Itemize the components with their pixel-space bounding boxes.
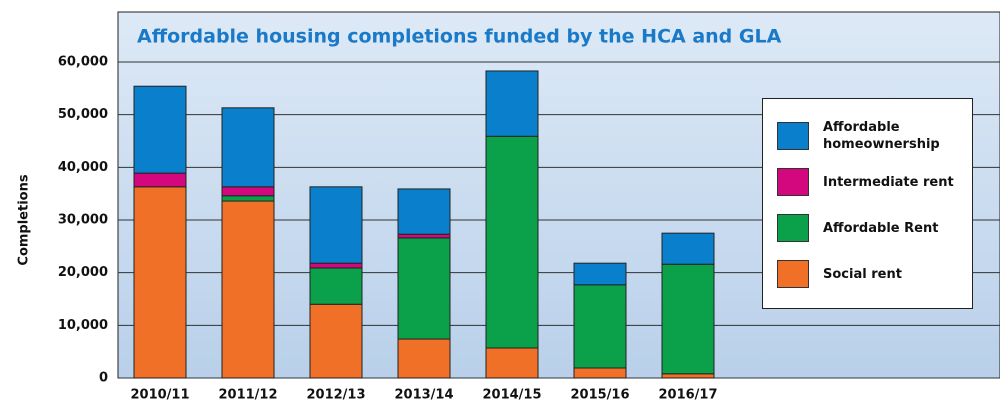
legend-item: Affordable Rent: [777, 205, 962, 251]
x-tick-label: 2014/15: [482, 388, 541, 403]
y-tick-label: 50,000: [58, 107, 108, 122]
y-axis-label: Completions: [17, 174, 32, 265]
legend: Affordable homeownership Intermediate ren…: [762, 98, 973, 309]
y-tick-label: 20,000: [58, 265, 108, 280]
x-tick-label: 2011/12: [218, 388, 277, 403]
x-tick-label: 2015/16: [570, 388, 629, 403]
bar-segment: [133, 186, 187, 379]
legend-swatch: [777, 168, 809, 196]
bar-segment: [133, 172, 187, 188]
bar-segment: [573, 367, 627, 379]
bar-segment: [309, 267, 363, 305]
legend-swatch: [777, 260, 809, 288]
legend-item: Social rent: [777, 251, 962, 297]
bar-segment: [397, 233, 451, 239]
legend-label: Affordable Rent: [823, 220, 939, 236]
bar-segment: [397, 188, 451, 235]
y-tick-label: 10,000: [58, 318, 108, 333]
x-tick-label: 2012/13: [306, 388, 365, 403]
bar-segment: [397, 338, 451, 379]
bar-segment: [573, 284, 627, 369]
bar-segment: [485, 70, 539, 137]
bar-segment: [485, 347, 539, 379]
legend-item: Intermediate rent: [777, 159, 962, 205]
chart-title: Affordable housing completions funded by…: [137, 26, 782, 48]
legend-swatch: [777, 122, 809, 150]
legend-swatch: [777, 214, 809, 242]
legend-label: Intermediate rent: [823, 174, 954, 190]
bar-segment: [309, 186, 363, 264]
bar-segment: [485, 135, 539, 349]
y-tick-label: 60,000: [58, 55, 108, 70]
x-tick-label: 2016/17: [658, 388, 717, 403]
y-tick-label: 40,000: [58, 160, 108, 175]
x-tick-label: 2010/11: [130, 388, 189, 403]
bar-segment: [573, 262, 627, 286]
legend-label: Affordable homeownership: [823, 120, 940, 152]
y-tick-label: 0: [99, 371, 108, 386]
bar-segment: [397, 237, 451, 340]
bar-segment: [133, 85, 187, 174]
bar-segment: [221, 195, 275, 202]
bar-segment: [661, 263, 715, 375]
bar-segment: [661, 373, 715, 379]
bar-segment: [221, 107, 275, 188]
bar-segment: [221, 186, 275, 197]
bar-segment: [221, 200, 275, 379]
bar-segment: [309, 303, 363, 379]
legend-label: Social rent: [823, 266, 902, 282]
legend-item: Affordable homeownership: [777, 113, 962, 159]
y-tick-label: 30,000: [58, 213, 108, 228]
bar-segment: [309, 262, 363, 269]
bar-segment: [661, 232, 715, 265]
x-tick-label: 2013/14: [394, 388, 453, 403]
